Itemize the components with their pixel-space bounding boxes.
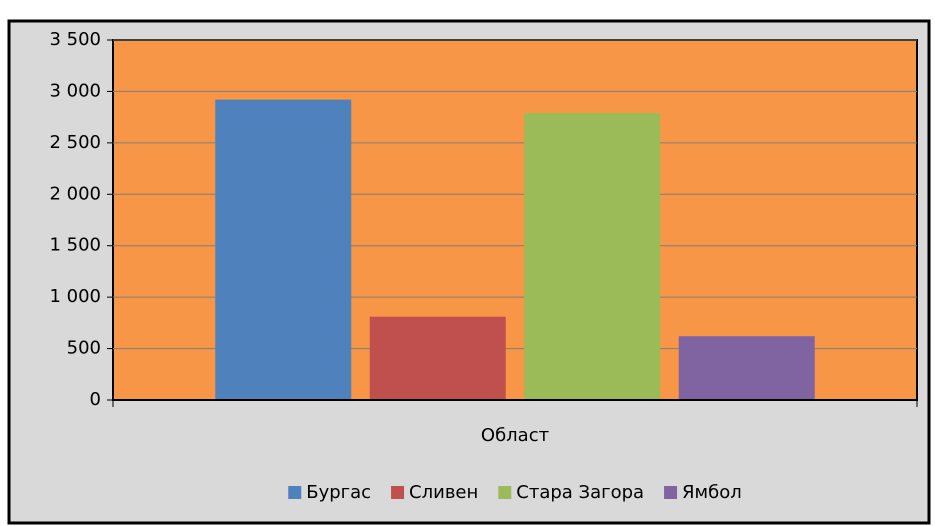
bar xyxy=(215,99,352,401)
y-tick-label: 3 000 xyxy=(49,80,101,101)
y-tick-label: 2 500 xyxy=(49,132,101,153)
legend-swatch xyxy=(664,486,678,499)
legend-label: Стара Загора xyxy=(516,482,644,503)
y-tick-label: 0 xyxy=(90,389,101,410)
legend-label: Ямбол xyxy=(682,482,742,503)
y-tick-label: 2 000 xyxy=(49,183,101,204)
y-tick-label: 500 xyxy=(67,338,101,359)
y-tick-label: 1 000 xyxy=(49,286,101,307)
legend-swatch xyxy=(288,486,302,499)
legend-swatch xyxy=(498,486,512,499)
bar xyxy=(524,113,661,401)
y-tick-label: 3 500 xyxy=(49,29,101,50)
legend-swatch xyxy=(391,486,405,499)
legend-label: Сливен xyxy=(409,482,478,503)
bar xyxy=(369,316,506,400)
x-axis-label: Област xyxy=(481,425,549,446)
y-tick-label: 1 500 xyxy=(49,235,101,256)
legend-label: Бургас xyxy=(306,482,371,503)
bar xyxy=(678,336,815,400)
